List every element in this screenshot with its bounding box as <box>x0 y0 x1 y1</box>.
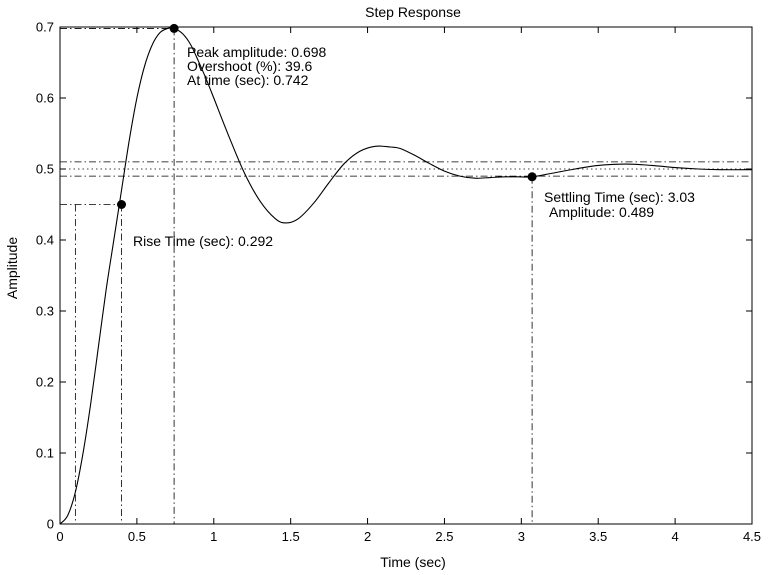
x-tick-label: 4 <box>671 529 678 544</box>
x-tick-label: 1 <box>210 529 217 544</box>
marker-group <box>117 23 537 209</box>
rise-marker[interactable] <box>117 200 127 209</box>
y-tick-label: 0 <box>47 517 54 532</box>
x-tick-label: 4.5 <box>743 529 761 544</box>
x-axis-label: Time (sec) <box>380 554 446 570</box>
chart-title: Step Response <box>365 4 461 20</box>
x-tick-label: 3.5 <box>589 529 607 544</box>
y-axis-label: Amplitude <box>4 237 20 299</box>
x-tick-label: 0 <box>56 529 63 544</box>
settling-time-label: Settling Time (sec): 3.03 <box>544 189 695 205</box>
settling-annotation: Settling Time (sec): 3.03 Amplitude: 0.4… <box>544 189 695 220</box>
x-tick-label: 0.5 <box>128 529 146 544</box>
y-tick-label: 0.5 <box>36 162 54 177</box>
guide-lines <box>60 28 752 524</box>
x-tick-label: 1.5 <box>282 529 300 544</box>
rise-annotation: Rise Time (sec): 0.292 <box>133 233 273 249</box>
peak-annotation: Peak amplitude: 0.698 Overshoot (%): 39.… <box>187 44 327 88</box>
peak-time-label: At time (sec): 0.742 <box>187 72 309 88</box>
response-curve <box>59 27 753 525</box>
y-tick-label: 0.4 <box>36 233 54 248</box>
rise-time-label: Rise Time (sec): 0.292 <box>133 233 273 249</box>
y-tick-label: 0.6 <box>36 91 54 106</box>
x-tick-label: 2 <box>364 529 371 544</box>
y-tick-label: 0.2 <box>36 375 54 390</box>
settling-marker[interactable] <box>527 172 537 182</box>
peak-marker[interactable] <box>169 23 179 33</box>
y-tick-label: 0.3 <box>36 304 54 319</box>
overshoot-label: Overshoot (%): 39.6 <box>187 58 312 74</box>
y-tick-label: 0.1 <box>36 446 54 461</box>
y-tick-label: 0.7 <box>36 20 54 35</box>
x-tick-label: 2.5 <box>435 529 453 544</box>
plot-frame <box>59 26 753 525</box>
x-tick-label: 3 <box>518 529 525 544</box>
response-curve-group <box>59 27 753 525</box>
tick-group: 0 0.5 1 1.5 2 2.5 3 3.5 4 4.5 0 0.1 0.2 0.3 0.4 0.5 0.6 0… <box>36 20 761 545</box>
peak-amplitude-label: Peak amplitude: 0.698 <box>187 44 327 60</box>
settling-amplitude-label: Amplitude: 0.489 <box>549 204 654 220</box>
